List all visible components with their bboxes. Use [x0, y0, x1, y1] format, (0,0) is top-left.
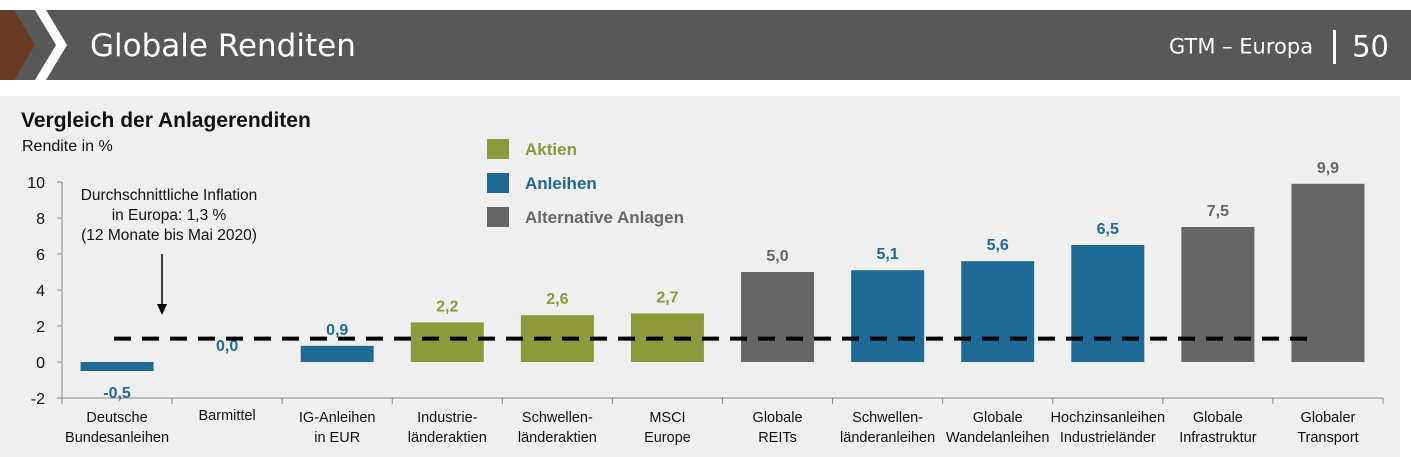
category-label: Schwellen-: [852, 410, 923, 426]
y-tick-label: 10: [27, 175, 45, 192]
category-label: länderaktien: [408, 430, 487, 446]
value-label-2: 0,9: [326, 322, 348, 339]
legend-swatch-anleihen: [487, 173, 509, 193]
legend-label-anleihen: Anleihen: [525, 174, 597, 193]
category-label: Wandelanleihen: [946, 430, 1049, 446]
header-right: GTM – Europa 50: [1169, 10, 1389, 80]
y-tick-label: -2: [31, 391, 45, 408]
inflation-annotation: in Europa: 1,3 %: [112, 207, 227, 224]
value-label-11: 9,9: [1317, 160, 1339, 177]
chevron-white: [35, 10, 67, 80]
header-subtitle: GTM – Europa: [1168, 34, 1314, 59]
page-title: Globale Renditen: [90, 28, 356, 64]
legend-swatch-alternative: [487, 207, 509, 227]
category-label: Industrieländer: [1060, 430, 1156, 446]
value-label-10: 7,5: [1207, 203, 1229, 220]
chart-panel: Vergleich der Anlagerenditen Rendite in %…: [0, 96, 1400, 457]
category-label: Transport: [1297, 430, 1359, 446]
value-label-4: 2,6: [546, 291, 568, 308]
y-axis-label: Rendite in %: [22, 138, 113, 155]
legend-swatch-aktien: [487, 139, 509, 159]
category-label: Globale: [973, 410, 1023, 426]
category-label: Globaler: [1301, 410, 1356, 426]
bar-5: [630, 313, 704, 362]
bar-7: [851, 270, 925, 362]
category-label: Schwellen-: [522, 410, 593, 426]
category-label: IG-Anleihen: [299, 410, 376, 426]
y-tick-label: 4: [36, 283, 45, 300]
value-label-6: 5,0: [766, 248, 788, 265]
annotation-arrow-head: [157, 304, 167, 315]
value-label-3: 2,2: [436, 298, 458, 315]
value-label-5: 2,7: [656, 289, 678, 306]
bar-11: [1291, 183, 1365, 362]
bar-0: [80, 362, 154, 371]
value-label-1: 0,0: [216, 338, 238, 355]
category-label: Infrastruktur: [1179, 430, 1257, 446]
category-label: MSCI: [649, 410, 685, 426]
y-tick-label: 2: [36, 319, 45, 336]
category-label: Globale: [753, 410, 803, 426]
category-label: REITs: [758, 430, 797, 446]
header-bar: [0, 10, 1411, 80]
category-label: Bundesanleihen: [65, 430, 169, 446]
value-label-8: 5,6: [987, 237, 1009, 254]
inflation-annotation: (12 Monate bis Mai 2020): [81, 227, 257, 244]
category-label: Deutsche: [86, 410, 147, 426]
category-label: länderanleihen: [840, 430, 935, 446]
bar-2: [300, 345, 374, 362]
category-label: in EUR: [314, 430, 360, 446]
value-label-7: 5,1: [877, 246, 899, 263]
page-number: 50: [1352, 29, 1389, 64]
legend-label-alternative: Alternative Anlagen: [525, 208, 684, 227]
chart-svg: Vergleich der Anlagerenditen Rendite in %…: [21, 109, 1384, 446]
header-separator: [1333, 29, 1337, 64]
bar-10: [1181, 227, 1255, 362]
category-label: Barmittel: [199, 408, 256, 424]
bar-3: [410, 322, 484, 362]
bar-4: [520, 315, 594, 362]
y-tick-label: 6: [36, 247, 45, 264]
y-tick-label: 0: [36, 355, 45, 372]
chart-title: Vergleich der Anlagerenditen: [21, 109, 311, 132]
legend-label-aktien: Aktien: [525, 140, 577, 159]
value-label-9: 6,5: [1097, 221, 1119, 238]
bar-9: [1071, 245, 1145, 362]
bar-8: [961, 261, 1035, 362]
y-tick-label: 8: [36, 211, 45, 228]
value-label-0: -0,5: [103, 385, 131, 402]
header-chevron-icon: [0, 10, 67, 80]
chevron-brown: [0, 10, 35, 80]
inflation-annotation: Durchschnittliche Inflation: [81, 187, 258, 204]
category-label: Globale: [1193, 410, 1243, 426]
category-label: länderaktien: [518, 430, 597, 446]
category-label: Europe: [644, 430, 691, 446]
category-label: Industrie-: [417, 410, 478, 426]
bar-6: [741, 272, 815, 362]
category-label: Hochzinsanleihen: [1051, 410, 1165, 426]
